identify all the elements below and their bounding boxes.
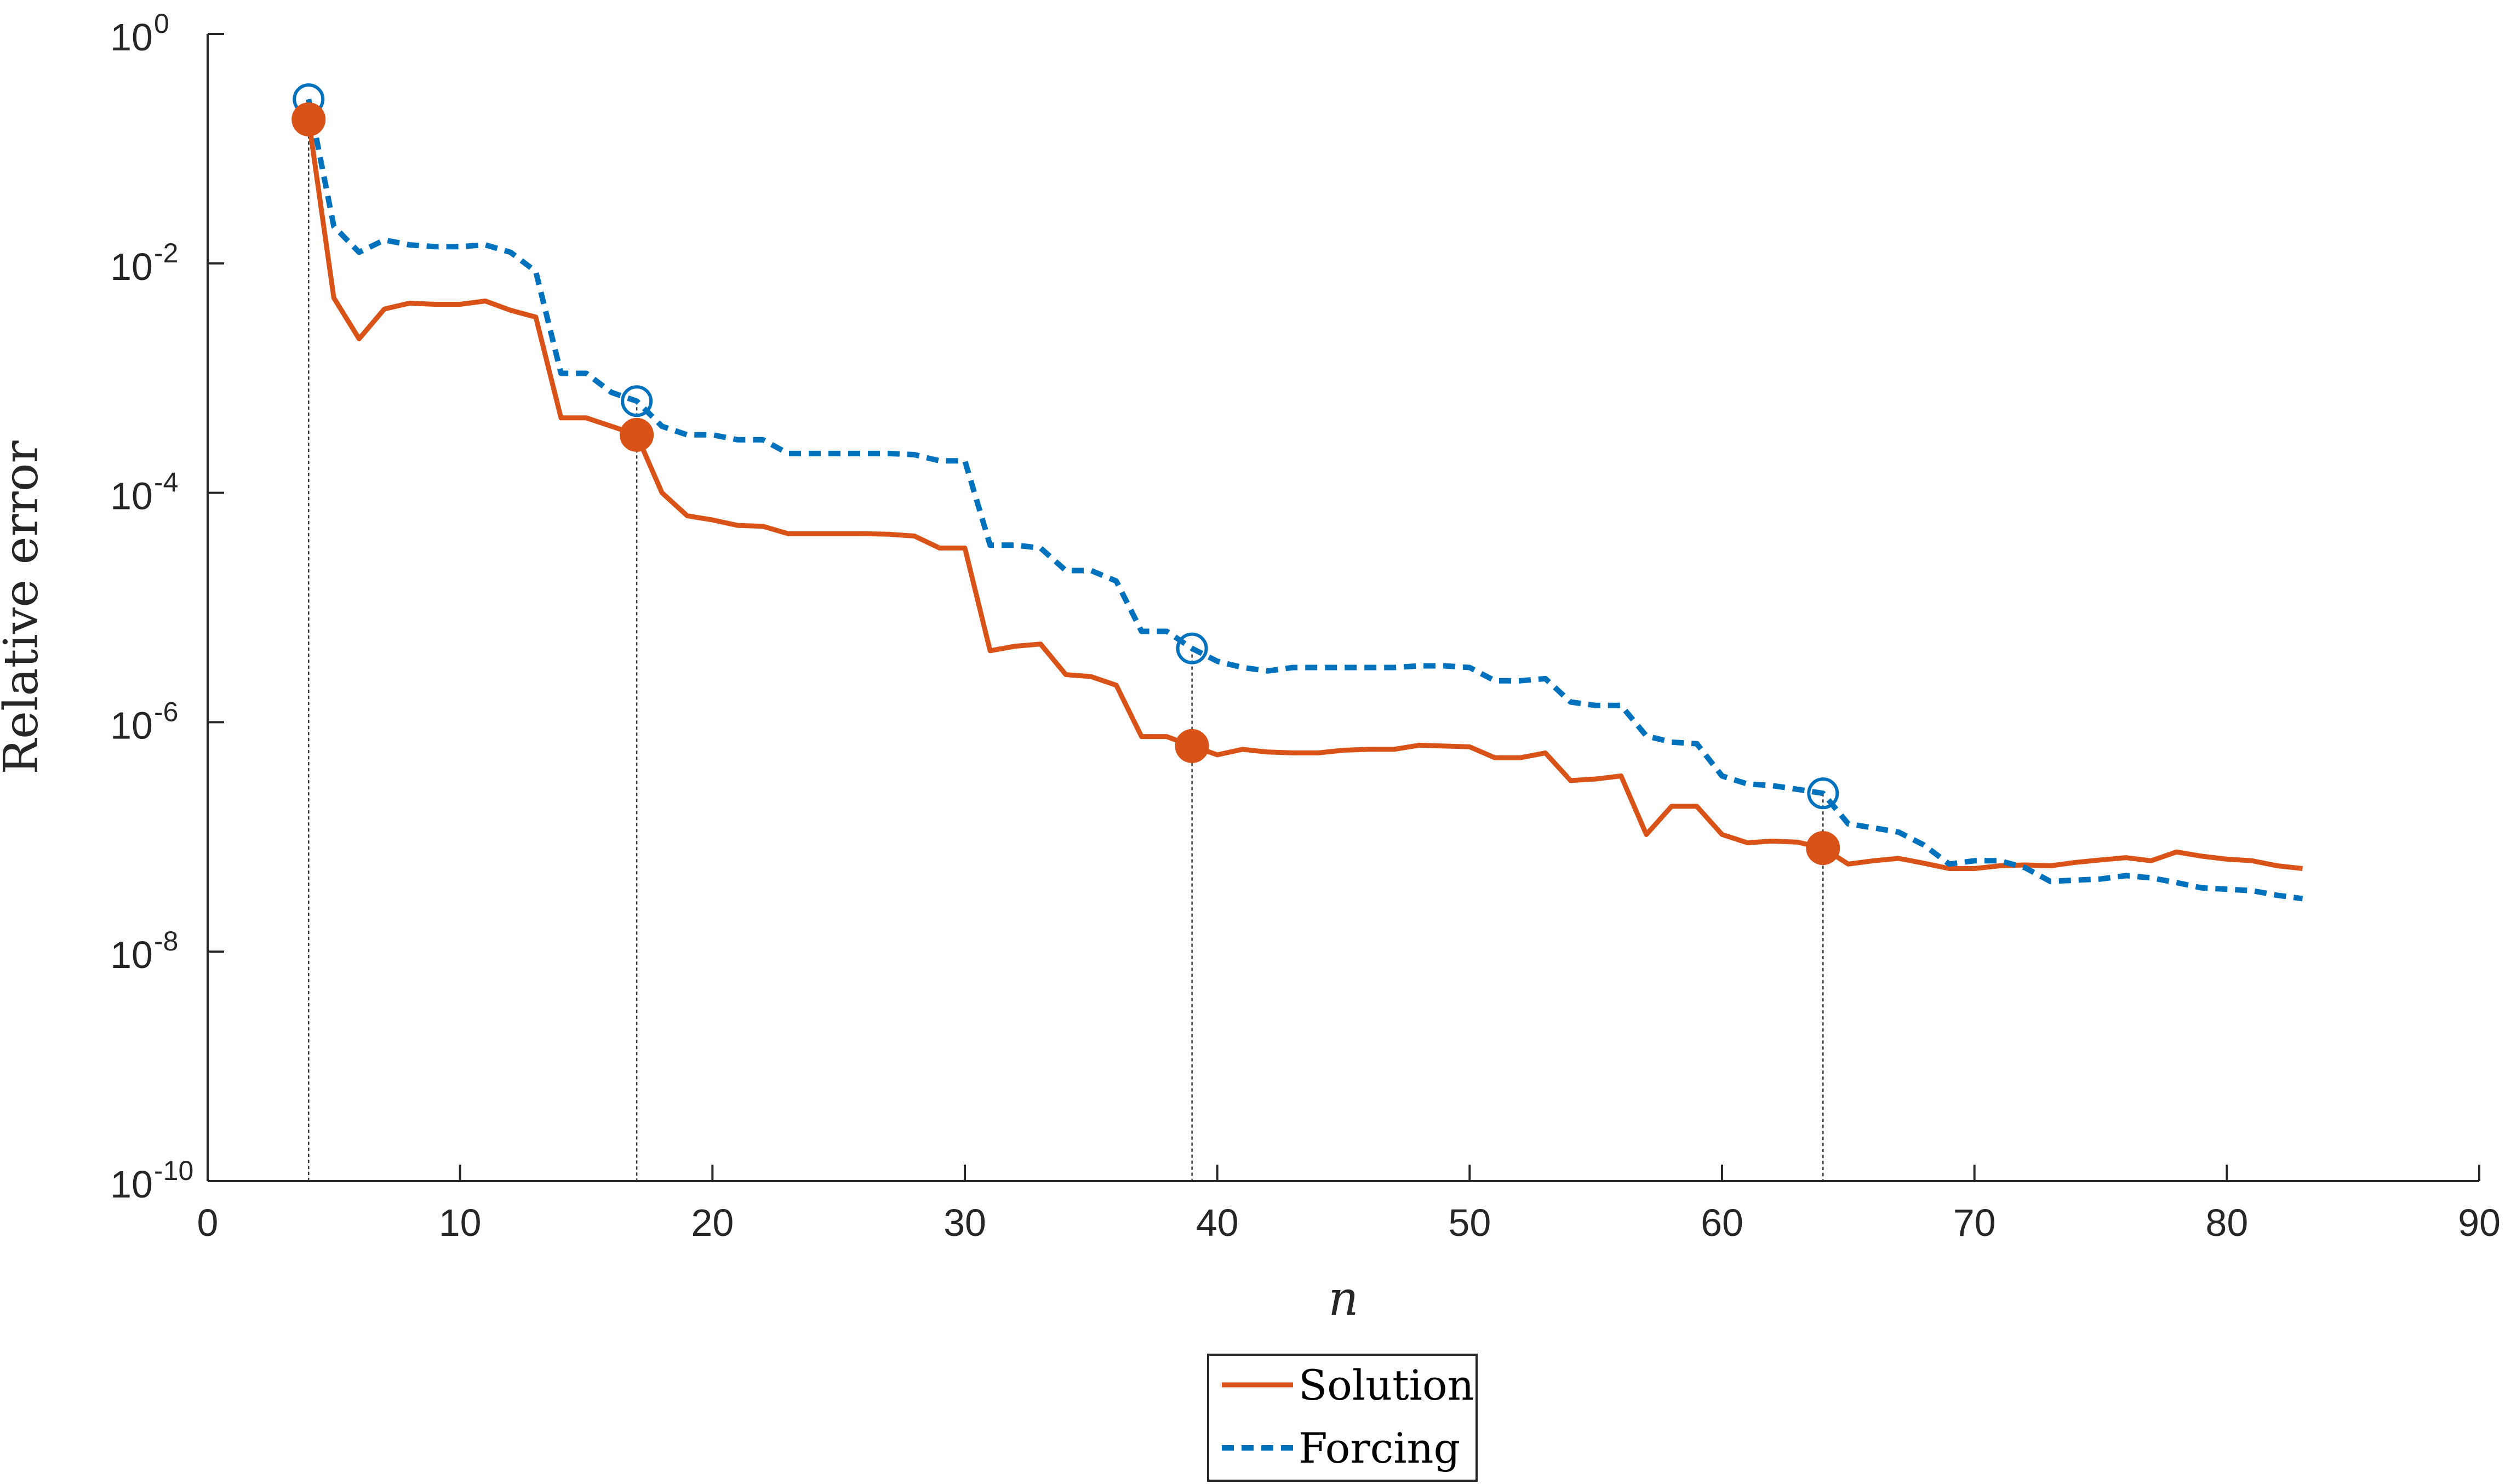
x-tick-label: 30 [943, 1201, 986, 1244]
legend-label-solution: Solution [1299, 1361, 1474, 1409]
y-tick-exponent: -2 [154, 238, 178, 268]
marker-forcing [1807, 777, 1839, 810]
y-tick-base: 10 [110, 475, 153, 518]
legend-label-forcing: Forcing [1299, 1424, 1460, 1472]
y-tick-base: 10 [110, 245, 153, 288]
marker-solution [1806, 831, 1840, 866]
y-tick-base: 10 [110, 933, 153, 976]
x-axis-label: n [1328, 1271, 1358, 1326]
x-tick-label: 10 [439, 1201, 482, 1244]
x-tick-label: 40 [1196, 1201, 1239, 1244]
y-tick-base: 10 [110, 16, 153, 59]
marker-forcing [621, 385, 653, 417]
y-tick-label: 10 [110, 16, 153, 59]
marker-forcing [1176, 632, 1208, 664]
x-tick-label: 50 [1448, 1201, 1491, 1244]
y-tick-exponent: -10 [154, 1155, 193, 1186]
y-tick-label: 10 [110, 245, 153, 288]
x-tick-label: 80 [2205, 1201, 2248, 1244]
legend-box [1207, 1354, 1478, 1482]
x-tick-label: 0 [197, 1201, 219, 1244]
y-tick-label: 10 [110, 704, 153, 747]
x-ticks: 0 10 20 30 40 50 60 70 80 90 [197, 1165, 2501, 1244]
y-tick-exponent: -4 [154, 467, 178, 498]
y-tick-base: 10 [110, 704, 153, 747]
y-tick-label: 10 [110, 933, 153, 976]
y-tick-label: 10 [110, 1163, 153, 1206]
x-tick-label: 70 [1953, 1201, 1996, 1244]
marker-solution [291, 102, 326, 136]
y-tick-exponent: -8 [154, 926, 178, 956]
series-line-forcing [306, 99, 2303, 902]
legend: Solution Forcing [1207, 1354, 1478, 1482]
y-tick-label: 10 [110, 475, 153, 518]
y-tick-exponent: -6 [154, 696, 178, 727]
x-tick-label: 20 [691, 1201, 734, 1244]
marker-guide-lines [308, 99, 1824, 1181]
x-tick-label: 90 [2458, 1201, 2501, 1244]
marker-solution [1175, 729, 1209, 763]
y-tick-exponent: 0 [154, 8, 169, 39]
x-tick-label: 60 [1701, 1201, 1743, 1244]
y-tick-base: 10 [110, 1163, 153, 1206]
marker-layer [291, 83, 1840, 866]
series-layer [306, 99, 2303, 902]
y-axis-label: Relative error [0, 440, 49, 774]
marker-solution [620, 417, 654, 452]
series-line-solution [306, 119, 2303, 871]
